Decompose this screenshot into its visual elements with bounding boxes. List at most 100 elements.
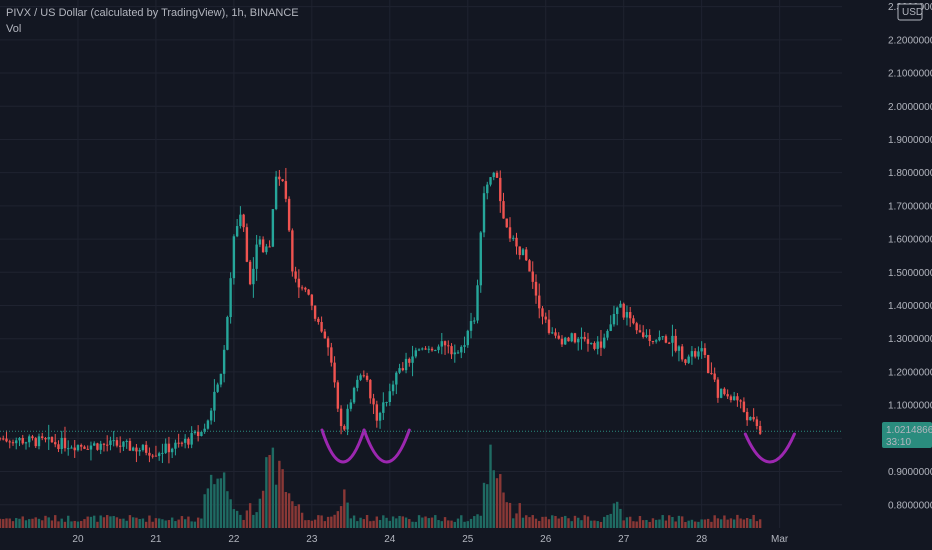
candle-body — [616, 307, 619, 314]
candle-body — [219, 373, 223, 385]
volume-bar — [261, 490, 265, 528]
candle-body — [151, 455, 154, 457]
time-axis[interactable] — [0, 528, 932, 550]
candle-body — [739, 400, 742, 402]
volume-bar — [414, 521, 418, 528]
candle-body — [170, 448, 174, 453]
candle-body — [593, 343, 596, 349]
volume-bar — [499, 474, 502, 528]
candle-body — [755, 419, 759, 426]
volume-bar — [44, 515, 47, 528]
candle-body — [440, 341, 443, 347]
volume-bar — [732, 519, 736, 528]
price-marker-box — [882, 422, 932, 448]
candle-body — [268, 246, 271, 248]
volume-bar — [310, 520, 314, 528]
candle-body — [67, 448, 70, 450]
price-tick-label: 1.60000000 — [888, 235, 932, 246]
volume-bar — [213, 484, 216, 528]
volume-bar — [317, 515, 320, 528]
candle-body — [417, 349, 421, 351]
candlestick-series[interactable] — [0, 167, 762, 464]
volume-bar — [671, 516, 674, 528]
volume-bar — [31, 518, 34, 528]
candle-body — [564, 337, 567, 345]
volume-bar — [102, 517, 106, 528]
candle-body — [654, 340, 658, 342]
candle-body — [590, 343, 593, 345]
candle-body — [144, 444, 148, 453]
volume-bar — [534, 518, 538, 528]
time-tick-label: 23 — [306, 534, 318, 545]
volume-bar — [18, 518, 21, 528]
time-tick-label: 28 — [696, 534, 708, 545]
candle-body — [300, 287, 304, 289]
candle-body — [109, 440, 112, 445]
candle-body — [658, 337, 661, 341]
volume-bar — [144, 521, 148, 528]
volume-bars — [0, 444, 762, 528]
candle-body — [378, 412, 382, 421]
volume-bar — [726, 519, 729, 528]
volume-bar — [674, 521, 677, 528]
volume-bar — [603, 516, 606, 528]
volume-bar — [274, 484, 278, 528]
volume-bar — [560, 516, 564, 528]
volume-bar — [710, 521, 713, 528]
candle-body — [645, 334, 648, 337]
candle-body — [93, 443, 96, 446]
time-tick-label: 21 — [150, 534, 162, 545]
volume-bar — [593, 520, 596, 528]
volume-bar — [232, 509, 236, 528]
candle-body — [567, 337, 570, 342]
candle-body — [512, 237, 515, 239]
volume-bar — [47, 517, 50, 528]
candle-body — [83, 446, 86, 449]
candle-body — [638, 330, 642, 333]
candle-body — [96, 443, 99, 450]
currency-button-frame[interactable] — [897, 3, 923, 21]
volume-bar — [326, 516, 330, 528]
candle-body — [664, 336, 668, 343]
volume-bar — [648, 521, 651, 528]
volume-bar — [349, 518, 353, 528]
candle-body — [538, 295, 541, 309]
candle-body — [365, 375, 369, 380]
candle-body — [131, 447, 135, 451]
candle-body — [693, 351, 697, 357]
volume-bar — [654, 519, 658, 528]
volume-bar — [411, 521, 414, 528]
volume-bar — [616, 501, 619, 528]
volume-bar — [635, 521, 638, 528]
volume-bar — [443, 517, 447, 528]
candle-body — [502, 201, 505, 219]
volume-bar — [447, 520, 450, 528]
candle-body — [242, 214, 245, 228]
candle-body — [619, 303, 622, 308]
volume-bar — [245, 510, 249, 528]
volume-bar — [408, 519, 411, 528]
candle-body — [333, 362, 336, 383]
volume-bar — [528, 517, 531, 528]
candle-body — [44, 438, 47, 440]
annotation-arc — [320, 428, 366, 464]
volume-indicator-label[interactable]: Vol — [6, 23, 21, 35]
candle-body — [102, 443, 106, 445]
candle-body — [343, 426, 346, 430]
volume-bar — [554, 516, 557, 528]
volume-bar — [339, 506, 343, 528]
currency-label[interactable]: USD — [902, 7, 923, 18]
volume-bar — [437, 520, 440, 528]
candle-body — [447, 345, 450, 347]
candle-body — [651, 340, 655, 342]
volume-bar — [749, 518, 752, 528]
price-tick-label: 1.40000000 — [888, 301, 932, 312]
volume-bar — [742, 519, 746, 528]
currency-button[interactable]: USD — [897, 3, 923, 21]
volume-bar — [551, 515, 554, 528]
volume-bar — [287, 493, 291, 528]
volume-bar — [391, 516, 395, 528]
candle-body — [680, 346, 684, 360]
candle-body — [713, 373, 716, 380]
